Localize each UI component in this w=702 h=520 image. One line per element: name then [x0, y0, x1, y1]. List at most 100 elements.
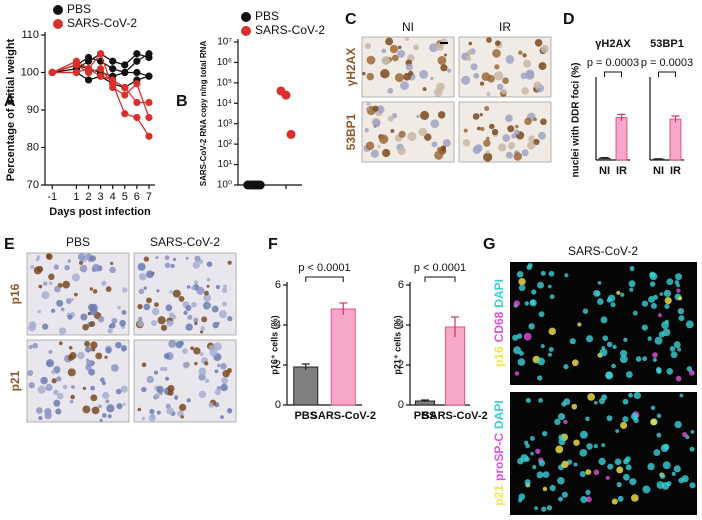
cell: [502, 134, 511, 142]
cell: [105, 399, 110, 404]
cell: [211, 305, 219, 313]
cell: [221, 377, 228, 385]
cell: [227, 408, 233, 413]
cell: [190, 285, 196, 291]
cell: [38, 284, 43, 289]
cell: [585, 469, 592, 475]
legend-label: PBS: [67, 2, 91, 16]
cell: [183, 310, 188, 315]
cell: [111, 364, 119, 372]
cell: [200, 325, 206, 331]
cell: [214, 389, 221, 396]
cell: [479, 113, 483, 117]
cell: [376, 105, 385, 114]
cell: [674, 420, 682, 429]
y-tick-label: 10⁶: [217, 57, 232, 68]
cell: [151, 307, 160, 316]
cell: [533, 117, 537, 122]
row-label: p21: [8, 370, 22, 391]
cell: [483, 152, 493, 162]
cell: [542, 486, 548, 492]
cell: [689, 446, 695, 452]
cell: [397, 49, 406, 58]
cell: [476, 126, 481, 131]
cell: [473, 72, 480, 79]
cell: [465, 55, 472, 62]
cell: [502, 77, 509, 85]
cell: [107, 414, 112, 419]
cell: [36, 265, 44, 273]
y-tick-label: 2: [398, 359, 404, 371]
cell: [115, 388, 122, 395]
y-tick-label: 10⁰: [217, 180, 232, 191]
cell: [440, 38, 448, 46]
row-label: 53BP1: [344, 113, 358, 150]
cell: [579, 430, 588, 439]
cell: [555, 445, 564, 454]
y-tick-label: 10²: [218, 139, 233, 150]
cell: [204, 361, 209, 366]
cell: [524, 117, 532, 126]
cell: [561, 491, 568, 498]
cell: [593, 400, 598, 405]
weight-point: [109, 57, 117, 65]
cell: [662, 328, 671, 337]
cell: [53, 264, 59, 270]
cell: [563, 364, 569, 370]
cell: [495, 40, 501, 46]
cell: [431, 141, 438, 148]
cell: [60, 307, 65, 312]
cell: [67, 259, 72, 263]
cell: [366, 55, 376, 65]
cell: [166, 320, 173, 327]
cell: [688, 370, 695, 376]
cell: [537, 357, 546, 366]
stain-name: DAPI: [492, 279, 506, 308]
cell: [654, 336, 663, 345]
weight-point: [133, 98, 141, 107]
cell: [185, 305, 192, 312]
cell: [171, 314, 177, 320]
x-tick-label: 7: [146, 191, 152, 203]
y-tick-label: 6: [398, 279, 404, 291]
cell: [88, 368, 96, 376]
cell: [628, 392, 633, 398]
cell: [518, 284, 526, 292]
cell: [56, 392, 64, 400]
cell: [599, 348, 608, 357]
cell: [527, 262, 533, 268]
cell: [611, 498, 618, 505]
cell: [149, 408, 155, 415]
cell: [159, 366, 164, 372]
cell: [666, 278, 674, 286]
cell: [586, 443, 593, 450]
cell: [71, 273, 80, 282]
cell: [518, 278, 526, 286]
cell: [227, 260, 232, 265]
cell: [606, 297, 612, 303]
cell: [403, 72, 411, 81]
cell: [509, 146, 513, 150]
cell: [548, 327, 556, 336]
cell: [561, 401, 567, 407]
cell: [517, 358, 526, 366]
cell: [463, 128, 468, 133]
cell: [206, 284, 210, 288]
weight-point: [84, 76, 93, 84]
cell: [641, 300, 649, 307]
cell: [138, 316, 143, 322]
cell: [480, 126, 485, 132]
cell: [515, 124, 519, 129]
cell: [513, 129, 520, 136]
cell: [486, 136, 490, 141]
cell: [80, 313, 88, 321]
cell: [46, 253, 53, 260]
cell: [141, 362, 147, 368]
cell: [538, 131, 546, 140]
cell: [664, 296, 672, 305]
cell: [28, 323, 36, 332]
x-tick-label: 5: [122, 191, 128, 203]
stain-name: p16: [492, 346, 506, 367]
cell: [650, 418, 657, 426]
cell: [89, 255, 97, 262]
